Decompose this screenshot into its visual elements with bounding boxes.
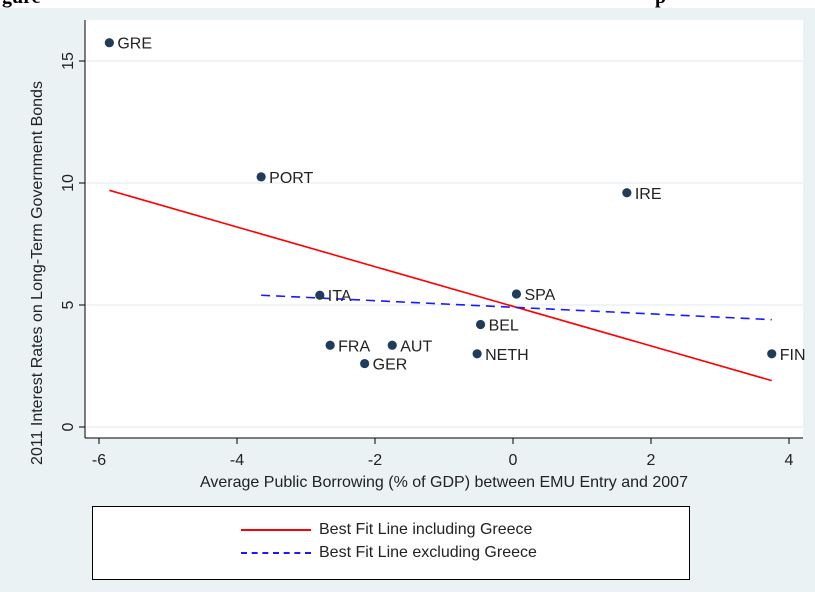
data-point	[104, 38, 114, 48]
y-tick-label: 5	[60, 300, 77, 309]
x-tick-label: -2	[368, 452, 382, 469]
point-label: IRE	[635, 186, 662, 203]
point-label: FIN	[780, 347, 806, 364]
data-point	[256, 172, 266, 182]
legend-swatch-dashed	[241, 552, 311, 554]
point-label: SPA	[524, 287, 555, 304]
point-label: AUT	[400, 338, 432, 355]
point-label: GER	[373, 357, 408, 374]
data-point	[387, 340, 397, 350]
point-label: ITA	[328, 288, 352, 305]
legend-label-including: Best Fit Line including Greece	[319, 521, 533, 538]
data-point	[325, 340, 335, 350]
fit-line-excluding	[261, 294, 772, 321]
legend-swatch-solid	[241, 529, 311, 531]
x-tick-label: -4	[230, 452, 244, 469]
data-point	[511, 289, 522, 299]
x-tick-label: 2	[647, 452, 656, 469]
point-label: GRE	[117, 36, 152, 53]
x-tick-label: 0	[509, 452, 518, 469]
plot-area	[85, 20, 803, 438]
point-label: NETH	[485, 347, 529, 364]
data-point	[315, 290, 325, 300]
y-tick-label: 0	[60, 422, 77, 431]
y-tick-label: 10	[60, 174, 77, 192]
data-point	[475, 319, 486, 330]
y-axis-title: 2011 Interest Rates on Long-Term Governm…	[29, 81, 46, 465]
caption-right-fragment: p	[655, 0, 666, 8]
point-label: FRA	[338, 338, 370, 355]
fit-line-including	[109, 189, 772, 382]
point-label: PORT	[269, 170, 313, 187]
x-axis-title: Average Public Borrowing (% of GDP) betw…	[200, 474, 688, 491]
figure-caption-fragment: gure p	[0, 0, 815, 8]
data-point	[472, 349, 482, 359]
legend-label-excluding: Best Fit Line excluding Greece	[319, 544, 537, 561]
data-point	[360, 358, 370, 369]
y-tick-label: 15	[60, 52, 77, 70]
legend: Best Fit Line including Greece Best Fit …	[92, 506, 690, 580]
x-tick-label: 4	[785, 452, 794, 469]
caption-left-fragment: gure	[2, 0, 41, 8]
data-point	[767, 349, 777, 359]
data-point	[622, 188, 632, 198]
point-label: BEL	[489, 318, 519, 335]
x-tick-label: -6	[92, 452, 106, 469]
